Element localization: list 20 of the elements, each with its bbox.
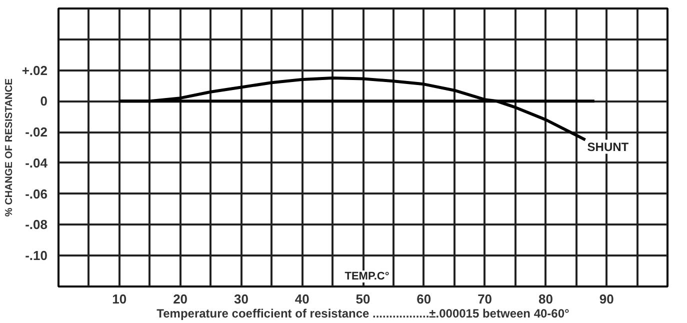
x-tick-label: 70 [478,292,492,306]
y-tick-label: -.06 [25,186,48,202]
y-tick-label: -.10 [25,248,48,264]
x-tick-label: 50 [356,292,370,306]
y-tick-label: +.02 [22,62,48,78]
y-axis-title: % CHANGE OF RESISTANCE [4,78,15,217]
y-tick-label: -.08 [25,217,48,232]
x-tick-label: 20 [173,292,188,306]
x-tick-label: 60 [416,292,432,306]
y-tick-label: 0 [40,94,48,109]
y-tick-label: -.04 [25,155,48,170]
x-axis-title: Temperature coefficient of resistance .................±.000015 between 40-60° [156,306,570,320]
x-tick-label: 40 [294,292,310,306]
x-tick-label: 30 [234,292,248,306]
y-tick-label: -.02 [25,124,48,140]
annotation: SHUNT [587,140,630,154]
annotation: TEMP.C° [344,270,390,282]
x-tick-label: 90 [599,292,614,306]
x-tick-label: 10 [112,292,127,306]
x-tick-label: 80 [538,292,553,306]
